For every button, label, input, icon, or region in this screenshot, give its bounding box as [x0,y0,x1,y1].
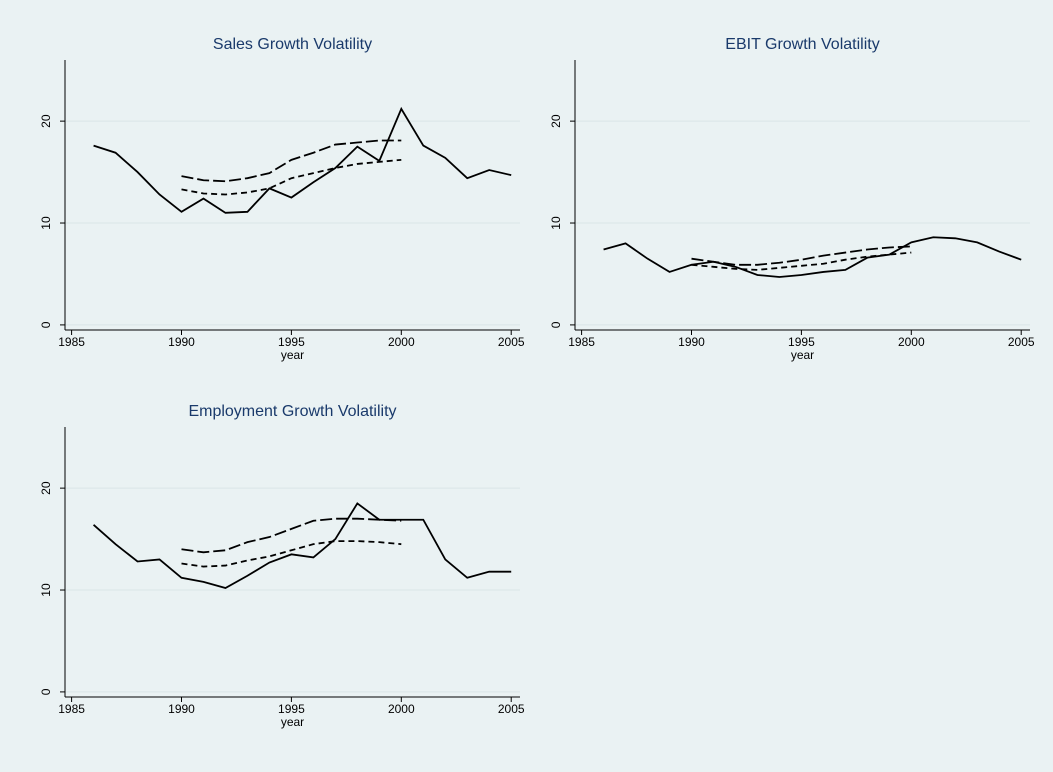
x-tick-label: 2005 [498,335,525,349]
series-line [181,158,402,196]
series-line [691,251,912,271]
y-tick-label: 0 [39,321,53,328]
y-tick-label: 0 [549,321,563,328]
x-tick-label: 1995 [788,335,815,349]
series-line [691,245,912,266]
x-tick-label: 1995 [278,702,305,716]
series-line [92,502,512,589]
x-tick-label: 1985 [58,702,85,716]
chart-title: Employment Growth Volatility [188,403,396,420]
chart-title: EBIT Growth Volatility [725,36,879,53]
x-tick-label: 1990 [168,335,195,349]
x-tick-label: 1985 [58,335,85,349]
y-tick-label: 20 [549,114,563,128]
x-axis-label: year [281,348,304,362]
x-tick-label: 1990 [678,335,705,349]
x-tick-label: 2000 [388,702,415,716]
x-tick-label: 2005 [498,702,525,716]
series-line [181,540,402,568]
y-tick-label: 10 [549,216,563,230]
series-line [603,236,1022,278]
x-axis-label: year [791,348,814,362]
y-tick-label: 10 [39,583,53,597]
x-axis-label: year [281,715,304,729]
y-tick-label: 20 [39,481,53,495]
x-tick-label: 1985 [568,335,595,349]
series-line [181,517,402,554]
y-tick-label: 20 [39,114,53,128]
x-tick-label: 1995 [278,335,305,349]
x-tick-label: 2000 [898,335,925,349]
y-tick-label: 0 [39,688,53,695]
series-line [181,139,402,183]
x-tick-label: 2005 [1008,335,1035,349]
series-line [93,106,512,214]
x-tick-label: 1990 [168,702,195,716]
chart-title: Sales Growth Volatility [213,36,372,53]
y-tick-label: 10 [39,216,53,230]
x-tick-label: 2000 [388,335,415,349]
